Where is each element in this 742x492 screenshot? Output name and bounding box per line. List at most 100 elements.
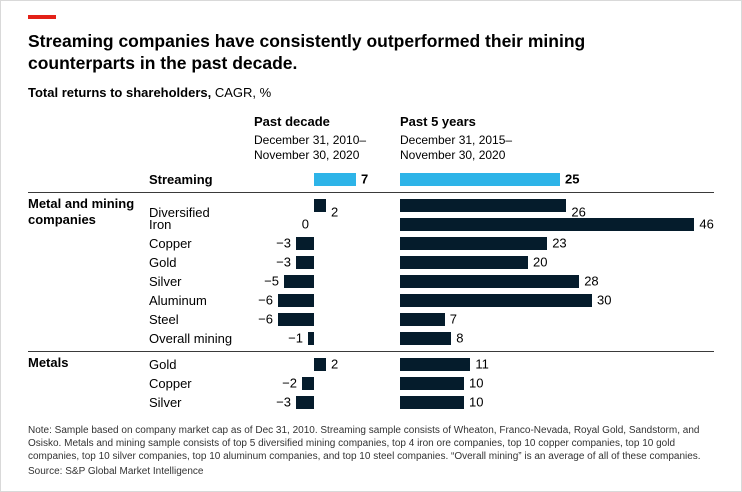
- bar-past-decade: [278, 312, 314, 326]
- value-label: 7: [361, 171, 369, 187]
- value-label: 10: [469, 394, 484, 410]
- bar-past-decade: [314, 172, 356, 186]
- group-label: Metal and mining companies: [28, 195, 135, 228]
- chart-cell: 23: [396, 234, 714, 253]
- chart-cell: 0: [254, 215, 396, 234]
- row-label: Silver: [149, 273, 182, 289]
- chart-cell: 8: [396, 329, 714, 348]
- header-past-decade-label: Past decade: [254, 113, 330, 129]
- chart-cell: 10: [396, 393, 714, 412]
- chart-subtitle: Total returns to shareholders, CAGR, %: [28, 85, 714, 100]
- chart-row: Copper −2 10: [28, 374, 714, 393]
- value-label: 46: [699, 216, 714, 232]
- bar-past-5-years: [400, 198, 567, 212]
- bar-past-5-years: [400, 376, 464, 390]
- bar-past-decade: [296, 255, 314, 269]
- chart-row: Copper −3 23: [28, 234, 714, 253]
- chart-cell: 25: [396, 170, 714, 189]
- bar-past-5-years: [400, 293, 592, 307]
- chart-group: Metals Gold 2 11 Copper −2 10 Silver −3 10: [28, 350, 714, 412]
- chart-row: Gold −3 20: [28, 253, 714, 272]
- row-label: Aluminum: [149, 292, 207, 308]
- row-label: Copper: [149, 375, 192, 391]
- bar-past-decade: [296, 236, 314, 250]
- group-label: Metals: [28, 354, 69, 370]
- value-label: 7: [449, 311, 458, 327]
- chart-cell: 11: [396, 355, 714, 374]
- row-label: Iron: [149, 216, 172, 232]
- spacer-label-col: [149, 114, 254, 164]
- value-label: 2: [331, 204, 339, 220]
- value-label: −5: [264, 273, 279, 289]
- bar-past-5-years: [400, 395, 464, 409]
- chart-cell: 2: [254, 196, 396, 229]
- chart-row: Iron 0 46: [28, 215, 714, 234]
- chart-cell: −1: [254, 329, 396, 348]
- chart-cell: −3: [254, 253, 396, 272]
- chart-row: Silver −3 10: [28, 393, 714, 412]
- spacer-group-col: [28, 114, 149, 164]
- chart-cell: −5: [254, 272, 396, 291]
- value-label: −6: [258, 311, 273, 327]
- chart-row: Streaming 7 25: [28, 170, 714, 189]
- chart-cell: 30: [396, 291, 714, 310]
- chart-row: Silver −5 28: [28, 272, 714, 291]
- value-label: 11: [475, 356, 489, 372]
- bar-past-decade: [284, 274, 314, 288]
- column-headers: Past decade December 31, 2010– November …: [28, 114, 714, 164]
- chart-cell: 10: [396, 374, 714, 393]
- row-label: Steel: [149, 311, 179, 327]
- chart-row: Metals Gold 2 11: [28, 355, 714, 374]
- value-label: 28: [584, 273, 599, 289]
- accent-bar: [28, 15, 56, 19]
- row-label: Gold: [149, 356, 177, 372]
- bar-past-decade: [278, 293, 314, 307]
- subtitle-bold: Total returns to shareholders,: [28, 84, 212, 100]
- value-label: −2: [282, 375, 297, 391]
- chart-group: Metal and mining companies Diversified 2 26…: [28, 191, 714, 348]
- row-label: Streaming: [149, 171, 213, 187]
- chart-row: Metal and mining companies Diversified 2 26: [28, 196, 714, 227]
- value-label: −1: [288, 330, 303, 346]
- subtitle-rest: CAGR, %: [211, 84, 272, 100]
- row-label: Diversified: [149, 204, 210, 220]
- chart-group: Streaming 7 25: [28, 170, 714, 189]
- bar-past-5-years: [400, 172, 560, 186]
- bar-past-decade: [314, 357, 326, 371]
- value-label: 2: [331, 356, 339, 372]
- value-label: 26: [571, 204, 586, 220]
- header-past-5-years-dates: December 31, 2015– November 30, 2020: [400, 132, 513, 163]
- bar-past-decade: [302, 376, 314, 390]
- value-label: 0: [301, 216, 309, 232]
- chart-row: Steel −6 7: [28, 310, 714, 329]
- value-label: −6: [258, 292, 273, 308]
- header-past-decade-dates: December 31, 2010– November 30, 2020: [254, 132, 367, 163]
- chart-cell: 28: [396, 272, 714, 291]
- source-text: Source: S&P Global Market Intelligence: [28, 465, 204, 477]
- chart-cell: 2: [254, 355, 396, 374]
- value-label: 20: [533, 254, 548, 270]
- chart-cell: 7: [396, 310, 714, 329]
- row-label: Overall mining: [149, 330, 233, 346]
- bar-past-5-years: [400, 312, 445, 326]
- value-label: −3: [276, 254, 291, 270]
- value-label: −3: [276, 235, 291, 251]
- row-label: Silver: [149, 394, 182, 410]
- chart-cell: −2: [254, 374, 396, 393]
- chart-title: Streaming companies have consistently ou…: [28, 31, 586, 73]
- chart-cell: 26: [396, 196, 714, 229]
- bar-past-5-years: [400, 274, 580, 288]
- header-past-5-years-label: Past 5 years: [400, 113, 476, 129]
- chart-cell: 20: [396, 253, 714, 272]
- bar-past-5-years: [400, 331, 452, 345]
- chart-row: Overall mining −1 8: [28, 329, 714, 348]
- header-past-5-years: Past 5 years December 31, 2015– November…: [396, 114, 714, 164]
- value-label: 30: [597, 292, 612, 308]
- chart-body: Streaming 7 25 Metal and mining companies Di…: [28, 170, 714, 412]
- value-label: 10: [469, 375, 484, 391]
- chart-cell: 7: [254, 170, 396, 189]
- bar-past-5-years: [400, 255, 528, 269]
- chart-row: Aluminum −6 30: [28, 291, 714, 310]
- bar-past-5-years: [400, 217, 695, 231]
- header-past-decade: Past decade December 31, 2010– November …: [254, 114, 396, 164]
